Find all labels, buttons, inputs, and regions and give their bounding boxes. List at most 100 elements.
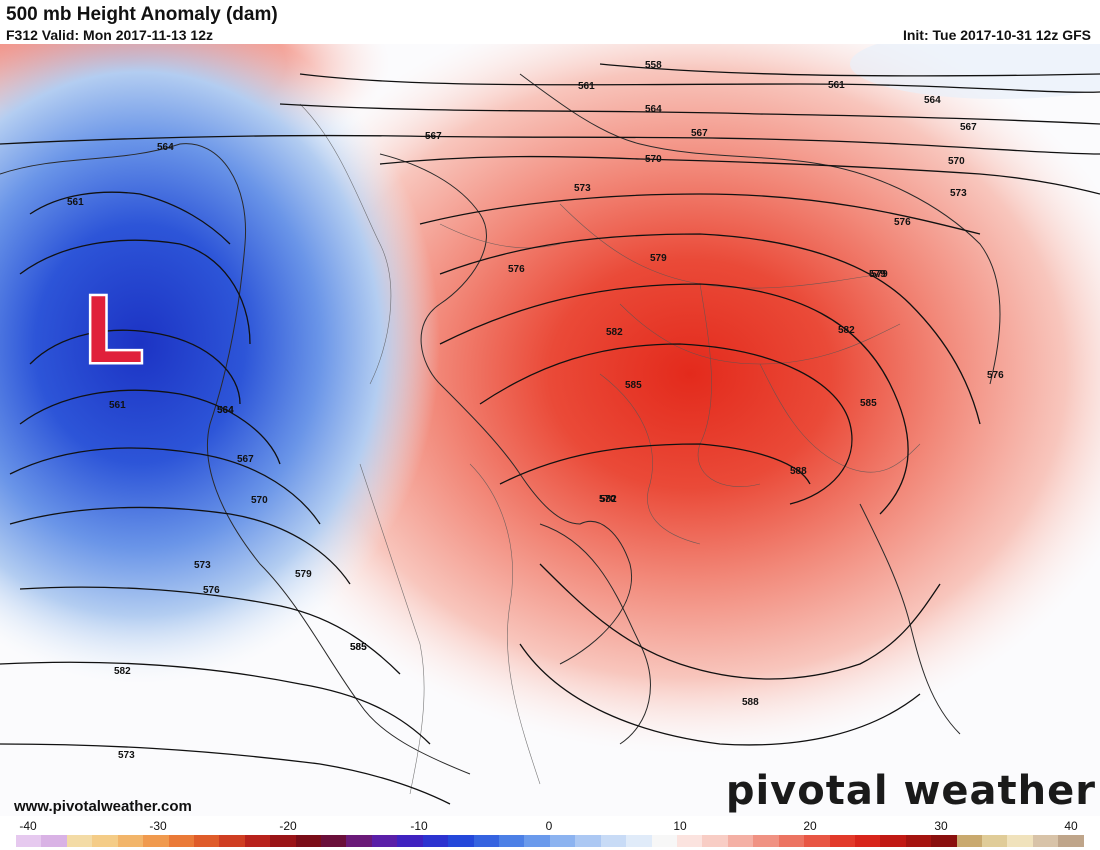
- contour-label: 585: [350, 642, 367, 653]
- contour-label: 573: [194, 560, 211, 571]
- colorbar-tick: -10: [410, 819, 428, 833]
- contour-label: 585: [350, 642, 367, 653]
- colorbar-swatch: [549, 835, 576, 847]
- colorbar-swatch: [92, 835, 118, 847]
- colorbar-swatch: [626, 835, 652, 847]
- colorbar-swatch: [600, 835, 627, 847]
- low-marker-letter: L: [85, 276, 144, 383]
- colorbar-swatch: [931, 835, 957, 847]
- contour-label: 585: [860, 398, 877, 409]
- valid-time: F312 Valid: Mon 2017-11-13 12z: [6, 27, 213, 43]
- contour-label: 564: [217, 405, 234, 416]
- brand-logo: pivotal weather: [725, 768, 1096, 814]
- contour-label: 564: [924, 95, 941, 106]
- map-title: 500 mb Height Anomaly (dam): [6, 4, 278, 25]
- colorbar-swatch: [193, 835, 220, 847]
- contour-label: 561: [67, 197, 84, 208]
- political-borders: [299, 103, 921, 795]
- colorbar-tick: 40: [1064, 819, 1078, 833]
- contour-label: 558: [645, 60, 662, 71]
- chart-header: 500 mb Height Anomaly (dam) F312 Valid: …: [0, 0, 1100, 44]
- contour-label: 567: [691, 128, 708, 139]
- colorbar-swatch: [117, 835, 144, 847]
- colorbar-tick: -30: [149, 819, 167, 833]
- colorbar-tick: 0: [545, 819, 553, 833]
- colorbar-swatch: [168, 835, 194, 847]
- colorbar-swatch: [270, 835, 296, 847]
- colorbar-swatch: [499, 835, 525, 847]
- colorbar-tick: -20: [279, 819, 297, 833]
- colorbar-ticks: -40 -30 -20 -10 0 10 20 30 40: [0, 819, 1100, 833]
- contour-label: 579: [869, 269, 886, 280]
- contour-label: 576: [894, 217, 911, 228]
- colorbar-tick: 20: [803, 819, 817, 833]
- colorbar-swatch: [524, 835, 550, 847]
- contour-label: 567: [237, 454, 254, 465]
- colorbar-swatch: [448, 835, 474, 847]
- colorbar-swatch: [244, 835, 271, 847]
- contour-label: 579: [871, 269, 888, 280]
- colorbar-swatch: [41, 835, 67, 847]
- contour-label: 573: [574, 183, 591, 194]
- contour-label: 576: [203, 585, 220, 596]
- contour-label: 576: [508, 264, 525, 275]
- weather-map: 558 561 561 564 564 567 567 570 570 573 …: [0, 44, 1100, 816]
- colorbar-swatch: [371, 835, 398, 847]
- colorbar-swatch: [956, 835, 983, 847]
- colorbar-swatch: [1058, 835, 1084, 847]
- colorbar-swatch: [753, 835, 779, 847]
- contour-label: 567: [960, 122, 977, 133]
- colorbar-swatch: [804, 835, 830, 847]
- colorbar-swatch: [905, 835, 932, 847]
- colorbar-swatch: [829, 835, 855, 847]
- colorbar-swatch: [422, 835, 449, 847]
- contour-label: 564: [157, 142, 174, 153]
- colorbar-swatch: [702, 835, 728, 847]
- colorbar-swatch: [16, 835, 42, 847]
- contour-label: 570: [251, 495, 268, 506]
- contour-label: 564: [217, 405, 234, 416]
- colorbar-swatch: [778, 835, 805, 847]
- colorbar-swatch: [397, 835, 423, 847]
- colorbar-swatch: [321, 835, 347, 847]
- contour-label: 564: [645, 104, 662, 115]
- contour-label: 573: [950, 188, 967, 199]
- contour-label: 570: [599, 494, 616, 505]
- coastlines: [0, 73, 1001, 775]
- colorbar-swatch: [473, 835, 500, 847]
- positive-anomaly-shading: [220, 44, 1100, 754]
- website-url: www.pivotalweather.com: [14, 798, 192, 815]
- contour-label: 567: [425, 131, 442, 142]
- contour-label: 561: [578, 81, 595, 92]
- colorbar-swatch: [143, 835, 169, 847]
- colorbar-swatch: [982, 835, 1008, 847]
- map-canvas: 558 561 561 564 564 567 567 570 570 573 …: [0, 44, 1100, 816]
- colorbar-swatch: [1007, 835, 1033, 847]
- contour-label: 579: [650, 253, 667, 264]
- contour-label: 588: [742, 697, 759, 708]
- colorbar-swatch: [651, 835, 677, 847]
- contour-label: 573: [118, 750, 135, 761]
- colorbar-swatch: [880, 835, 906, 847]
- colorbar-tick: 30: [934, 819, 948, 833]
- colorbar-swatch: [727, 835, 754, 847]
- contour-label: 582: [606, 327, 623, 338]
- contour-label: 588: [790, 466, 807, 477]
- colorbar-tick: 10: [673, 819, 687, 833]
- colorbar-swatch: [219, 835, 245, 847]
- contour-label: 582: [838, 325, 855, 336]
- contour-label: 570: [645, 154, 662, 165]
- contour-label: 582: [600, 494, 617, 505]
- contour-label: 570: [948, 156, 965, 167]
- contour-label: 582: [114, 666, 131, 677]
- contour-label: 576: [987, 370, 1004, 381]
- colorbar-swatch: [854, 835, 881, 847]
- contour-label: 585: [625, 380, 642, 391]
- colorbar-swatch: [1032, 835, 1059, 847]
- northeast-negative-anomaly: [850, 44, 1100, 99]
- contour-label: 579: [295, 569, 312, 580]
- negative-anomaly-shading: [0, 44, 440, 684]
- colorbar-swatch: [346, 835, 372, 847]
- colorbar-tick: -40: [19, 819, 37, 833]
- colorbar-swatch: [575, 835, 601, 847]
